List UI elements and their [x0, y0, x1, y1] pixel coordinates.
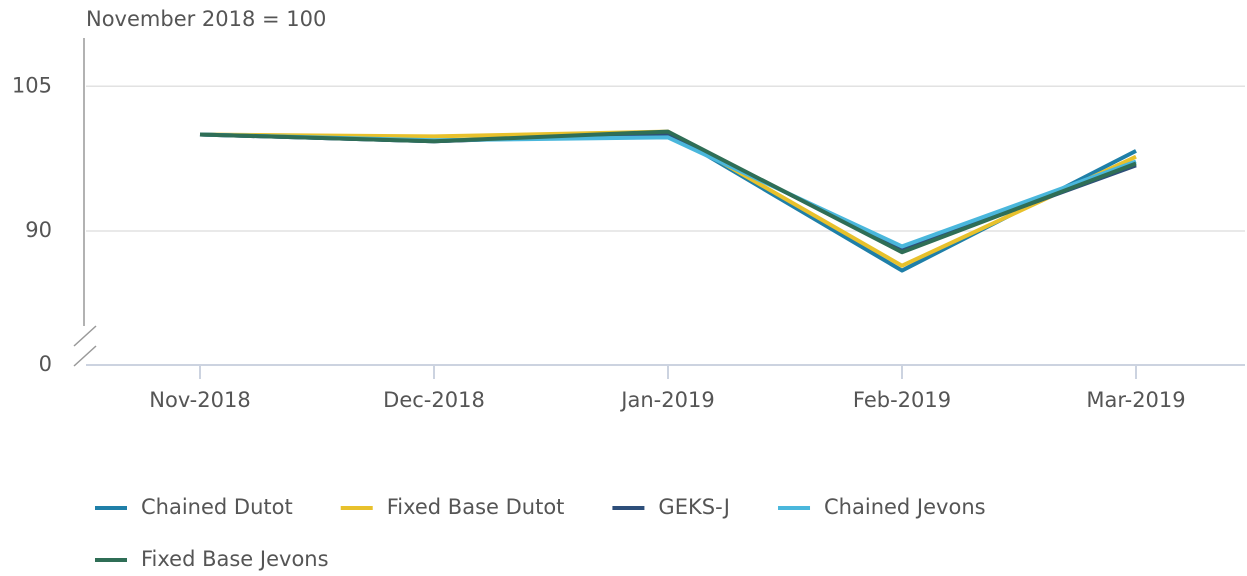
y-axis-label: November 2018 = 100: [86, 7, 326, 31]
legend-label: Chained Dutot: [141, 495, 293, 519]
series-line: [199, 129, 1137, 268]
axis-break: [73, 345, 97, 367]
axis-break: [73, 325, 97, 347]
series-line: [199, 131, 1137, 253]
y-tick-label: 0: [39, 352, 52, 376]
legend-label: Chained Jevons: [824, 495, 986, 519]
legend-label: GEKS-J: [658, 495, 730, 519]
x-tick-label: Feb-2019: [853, 388, 951, 412]
legend-label: Fixed Base Jevons: [141, 547, 329, 571]
series-line: [199, 129, 1137, 255]
x-tick-label: Jan-2019: [619, 388, 714, 412]
x-tick-label: Nov-2018: [149, 388, 250, 412]
x-tick-label: Mar-2019: [1086, 388, 1185, 412]
y-tick-label: 90: [25, 218, 52, 242]
series-line: [199, 130, 1137, 273]
x-tick-label: Dec-2018: [383, 388, 485, 412]
y-tick-label: 105: [12, 73, 52, 97]
series-line: [199, 132, 1137, 249]
legend-label: Fixed Base Dutot: [387, 495, 565, 519]
